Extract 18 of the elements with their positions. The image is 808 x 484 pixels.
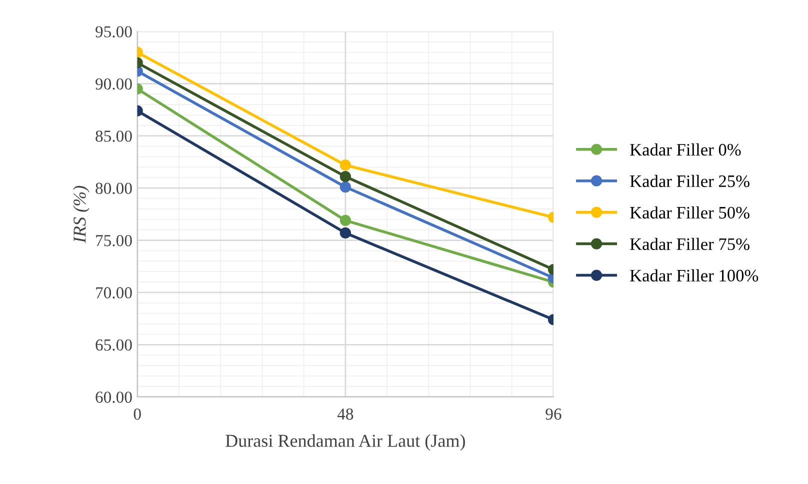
y-tick-label: 90.00 <box>96 78 132 90</box>
y-tick-label: 60.00 <box>96 392 132 403</box>
y-tick-label: 75.00 <box>96 234 132 246</box>
x-axis-title: Durasi Rendaman Air Laut (Jam) <box>226 434 465 451</box>
legend-label: Kadar Filler 75% <box>630 238 750 250</box>
y-tick-label: 80.00 <box>96 182 132 194</box>
y-tick-label: 70.00 <box>96 287 132 298</box>
legend-label: Kadar Filler 50% <box>630 206 750 219</box>
y-tick-label: 85.00 <box>96 130 132 142</box>
legend-label: Kadar Filler 25% <box>630 174 750 188</box>
x-tick-label: 96 <box>546 408 562 420</box>
y-tick-label: 95.00 <box>96 26 132 38</box>
x-tick-label: 48 <box>337 408 354 420</box>
legend-label: Kadar Filler 0% <box>630 143 741 156</box>
x-tick-label: 0 <box>134 408 141 420</box>
y-axis-title: IRS (%) <box>73 186 90 244</box>
legend-label: Kadar Filler 100% <box>630 269 758 282</box>
y-tick-label: 65.00 <box>96 339 132 351</box>
